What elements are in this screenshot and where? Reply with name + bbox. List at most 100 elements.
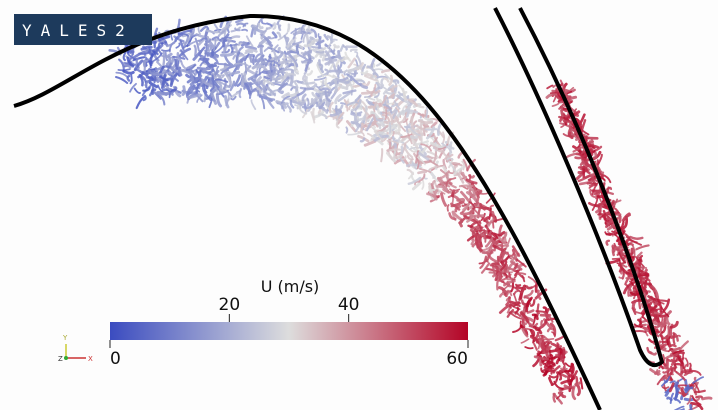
vortex	[505, 233, 506, 241]
vortex	[317, 52, 324, 53]
vortex	[361, 124, 362, 131]
vortex	[641, 256, 642, 261]
vortex	[607, 188, 611, 190]
tick-label: 60	[446, 349, 468, 369]
vortex	[298, 82, 302, 83]
vortex	[396, 153, 400, 155]
axis-label: Y	[62, 334, 68, 342]
vortex	[240, 89, 241, 97]
vortex	[492, 264, 498, 265]
vortex	[242, 30, 247, 31]
vortex	[638, 274, 647, 276]
vortex	[551, 355, 552, 362]
vortex	[267, 79, 279, 80]
vortex	[390, 123, 391, 134]
vortex	[287, 74, 295, 75]
vortex	[565, 386, 571, 388]
vortex	[167, 67, 171, 68]
vortex	[473, 216, 483, 217]
vortex	[655, 301, 656, 305]
vortex	[259, 46, 263, 47]
vortex	[640, 319, 641, 325]
vortex	[554, 394, 555, 402]
vortex	[579, 167, 586, 168]
vortex	[662, 315, 663, 322]
axis-label: Z	[58, 355, 63, 363]
vortex	[351, 50, 357, 51]
vortex	[690, 364, 691, 370]
vortex	[292, 81, 296, 82]
vortex	[493, 222, 494, 228]
vortex	[419, 172, 426, 173]
vortex	[607, 234, 616, 235]
vortex	[516, 285, 520, 286]
vortex	[313, 109, 314, 119]
vortex	[564, 121, 574, 122]
vortex	[541, 339, 554, 340]
vortex	[671, 367, 672, 374]
vortex	[162, 50, 170, 51]
vortex	[347, 102, 348, 107]
vortex	[213, 75, 214, 88]
vortex	[297, 45, 298, 53]
vortex	[654, 323, 662, 325]
vortex	[458, 199, 464, 200]
vortex	[674, 334, 675, 344]
vortex	[366, 112, 367, 123]
vortex	[541, 321, 542, 327]
vortex	[355, 70, 356, 76]
vortex	[660, 300, 668, 301]
vortex	[222, 54, 234, 56]
visualization: YALES2 U (m/s) 0204060 Y Z X	[0, 0, 718, 410]
colorbar-label: U (m/s)	[261, 277, 320, 296]
vortex	[390, 149, 401, 150]
vortex	[675, 364, 683, 365]
vortex	[339, 81, 350, 82]
vortex	[493, 212, 494, 219]
vortex	[301, 88, 313, 89]
vortex	[547, 348, 549, 357]
vortex	[273, 68, 275, 75]
tick-label: 20	[219, 295, 241, 315]
axis-label: X	[88, 355, 93, 363]
vortex	[524, 329, 530, 330]
tick-label: 40	[338, 295, 360, 315]
axis-z	[64, 356, 68, 360]
vortex	[330, 71, 342, 72]
vortex	[412, 117, 413, 129]
vortex	[525, 297, 530, 298]
vortex	[703, 398, 711, 399]
vortex	[585, 137, 597, 138]
vortex	[156, 93, 168, 94]
vortex	[366, 74, 371, 75]
vortex	[470, 175, 471, 180]
vortex	[407, 165, 419, 166]
vortex	[633, 301, 635, 309]
vortex	[480, 226, 481, 231]
vortex	[472, 240, 474, 244]
vortex	[303, 83, 314, 84]
vortex	[460, 186, 473, 187]
vortex	[303, 76, 305, 81]
vortex	[175, 60, 177, 69]
vortex	[261, 46, 262, 56]
vortex	[411, 137, 416, 138]
vortex	[253, 67, 263, 68]
vortex	[155, 77, 156, 82]
vortex	[639, 302, 640, 309]
vortex	[595, 191, 600, 193]
vortex	[381, 79, 382, 85]
vortex	[480, 237, 481, 246]
vortex	[164, 53, 165, 65]
vortex	[460, 222, 461, 226]
vortex	[288, 25, 289, 32]
vortex	[560, 374, 561, 379]
colorbar	[110, 322, 468, 340]
vortex	[279, 26, 280, 30]
vortex	[691, 405, 692, 410]
vortex	[671, 345, 676, 346]
vortex	[335, 81, 336, 92]
vortex	[381, 149, 382, 161]
vortex	[682, 371, 688, 373]
vortex	[651, 352, 656, 354]
